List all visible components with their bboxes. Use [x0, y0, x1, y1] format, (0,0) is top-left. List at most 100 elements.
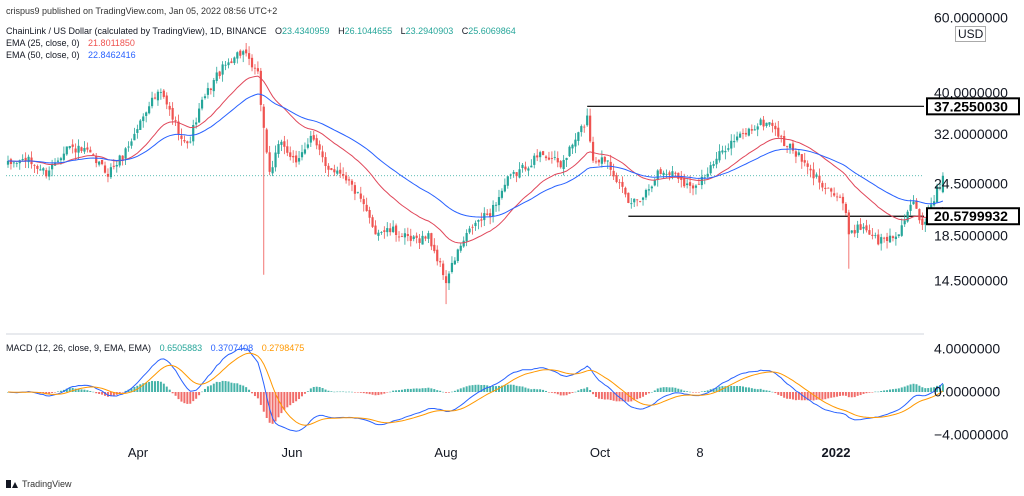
candle: [389, 223, 392, 236]
time-tick-label: Apr: [128, 445, 149, 460]
macd-bar: [77, 388, 80, 392]
macd-bar: [503, 385, 506, 392]
tradingview-logo-icon: [6, 480, 18, 488]
macd-bar: [374, 392, 377, 396]
macd-bar: [830, 392, 833, 398]
macd-bar: [809, 392, 812, 401]
candle: [106, 168, 110, 183]
candle: [512, 170, 515, 178]
macd-bar: [201, 391, 204, 393]
macd-bar: [492, 385, 495, 392]
macd-bar: [868, 392, 871, 393]
ema25-legend: EMA (25, close, 0) 21.8011850: [6, 38, 135, 49]
candle: [315, 134, 318, 150]
macd-bar: [671, 387, 674, 392]
macd-bar: [639, 392, 642, 399]
candle: [45, 167, 48, 179]
macd-bar: [736, 386, 739, 392]
candle: [247, 46, 251, 66]
ema25-label: EMA (25, close, 0): [6, 38, 80, 48]
ohlc-close: 25.6069864: [468, 26, 516, 36]
macd-bar: [71, 387, 74, 392]
macd-bar: [518, 386, 521, 392]
candle: [686, 179, 689, 189]
macd-bar: [242, 385, 245, 392]
candle: [824, 182, 827, 195]
macd-bar: [715, 387, 718, 392]
ohlc-open: 23.4340959: [281, 26, 330, 36]
macd-bar: [783, 392, 786, 398]
macd-bar: [727, 386, 730, 392]
candle: [127, 141, 130, 152]
level-tag: 20.5799932: [926, 207, 1020, 226]
macd-bar: [927, 388, 930, 392]
macd-bar: [112, 392, 115, 396]
macd-bar: [915, 384, 918, 392]
candle: [200, 96, 204, 111]
macd-bar: [474, 384, 477, 392]
macd-bar: [368, 392, 371, 395]
moving-averages: [7, 75, 944, 244]
macd-bar: [248, 389, 251, 392]
currency-button[interactable]: USD: [955, 26, 987, 42]
ema25-line: [7, 75, 944, 244]
candle: [12, 161, 15, 168]
ohlc-low-label: L: [400, 26, 406, 36]
candle: [680, 170, 683, 188]
candle: [468, 225, 471, 235]
candle: [295, 150, 298, 168]
macd-bar: [330, 391, 333, 392]
time-tick-label: Aug: [434, 445, 457, 460]
candle: [65, 146, 68, 156]
macd-bar: [168, 389, 171, 392]
candle: [221, 61, 224, 82]
macd-signal-value: 0.2798475: [261, 343, 305, 353]
macd-bar: [547, 392, 550, 393]
macd-bar: [333, 391, 336, 393]
macd-bar: [765, 390, 768, 392]
macd-bar: [933, 387, 936, 392]
macd-bar: [515, 385, 518, 392]
macd-bar: [221, 380, 224, 392]
candle: [868, 224, 871, 235]
macd-bar: [165, 386, 168, 392]
candle: [156, 89, 160, 106]
ohlc-low: 23.2940903: [405, 26, 454, 36]
macd-bar: [365, 392, 368, 394]
candle: [880, 233, 883, 251]
macd-bar: [841, 392, 844, 396]
macd-bar: [700, 391, 703, 392]
macd-bar: [612, 392, 615, 401]
candle: [245, 42, 248, 57]
candle: [206, 82, 210, 99]
candle: [594, 156, 598, 164]
candle: [442, 260, 445, 280]
macd-bar: [903, 386, 906, 392]
candle: [847, 209, 850, 269]
candle: [506, 176, 509, 189]
macd-line: [7, 347, 944, 432]
macd-bar: [124, 390, 127, 392]
candle: [48, 166, 51, 181]
candle: [521, 162, 524, 173]
candle: [392, 220, 395, 234]
candle: [62, 146, 65, 162]
candle: [841, 193, 845, 211]
candle: [183, 135, 186, 144]
macd-bar: [539, 389, 542, 392]
macd-bar: [356, 392, 359, 393]
candle: [900, 218, 903, 237]
candle: [250, 54, 254, 72]
candle: [268, 145, 271, 176]
macd-bar: [465, 386, 468, 392]
price-tick-label: 24.5000000: [934, 175, 1008, 191]
macd-bar: [630, 392, 633, 402]
signal-line: [7, 352, 944, 426]
candle: [215, 66, 218, 84]
candle: [209, 87, 212, 95]
macd-bar: [592, 392, 595, 395]
candle: [480, 212, 483, 228]
macd-bar: [877, 391, 880, 393]
macd-bar: [215, 381, 218, 392]
candle: [738, 131, 742, 138]
